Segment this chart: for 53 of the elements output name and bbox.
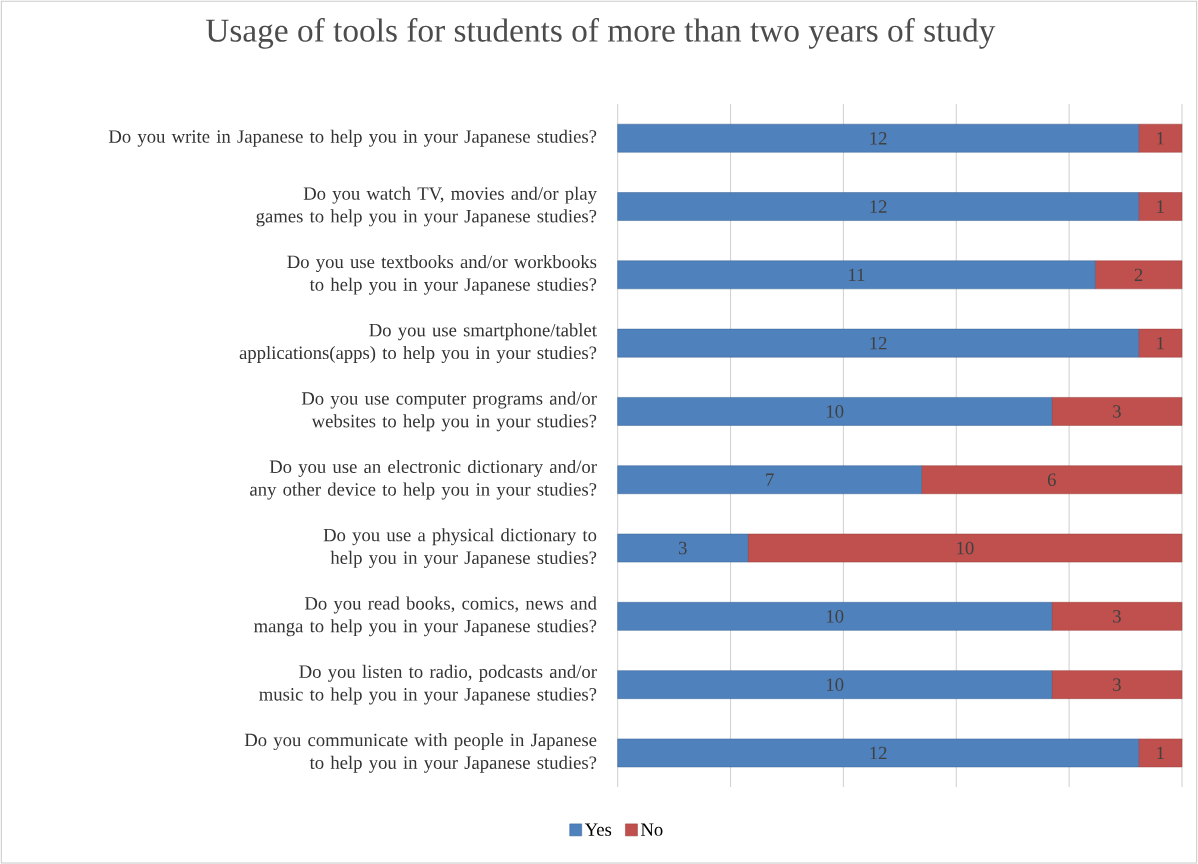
bar — [1138, 123, 1183, 153]
data-label: 12 — [870, 200, 887, 213]
data-label: 12 — [870, 336, 887, 350]
data-label: 3 — [1113, 609, 1121, 623]
data-label: 10 — [827, 678, 844, 691]
data-label: 12 — [870, 746, 887, 759]
data-label: 6 — [1047, 473, 1056, 486]
data-label: 1 — [1157, 746, 1164, 759]
y-tick-label: Do you communicate with people in Japanese to help you in your Japanese studies? — [244, 732, 597, 773]
legend-label: No — [640, 823, 663, 836]
y-tick-label: Do you use a physical dictionary to help you in your Japanese studies? — [323, 527, 597, 568]
data-label: 7 — [766, 473, 774, 486]
data-label: 3 — [1113, 404, 1121, 418]
bar — [617, 328, 1139, 358]
bar — [617, 192, 1139, 221]
bar — [1094, 260, 1183, 289]
data-label: 10 — [827, 609, 844, 623]
data-label: 1 — [1157, 200, 1164, 213]
bar — [1138, 328, 1183, 358]
bar — [747, 533, 1183, 563]
data-label: 10 — [827, 404, 844, 418]
data-label: 2 — [1134, 268, 1143, 281]
data-label: 10 — [957, 541, 974, 555]
bar — [1138, 738, 1183, 767]
y-tick-label: Do you use computer programs and/or websites to help you in your studies? — [301, 391, 597, 432]
y-tick-label: Do you read books, comics, news and manga to help you in your Japanese studies? — [253, 596, 597, 636]
bar — [617, 670, 1053, 699]
y-tick-label: Do you use textbooks and/or workbooks to help you in your Japanese studies? — [287, 254, 597, 295]
bar — [1051, 670, 1183, 699]
y-tick-label: Do you write in Japanese to help you in your Japanese studies? — [108, 129, 597, 147]
bar — [617, 396, 1053, 426]
data-label: 3 — [1113, 678, 1121, 691]
chart-title: Usage of tools for students of more than two years of study — [205, 17, 996, 49]
bar — [1051, 601, 1183, 631]
bar — [617, 465, 922, 494]
data-label: 1 — [1157, 336, 1164, 350]
legend-label: Yes — [584, 823, 612, 836]
bar — [1138, 192, 1183, 221]
y-tick-label: Do you watch TV, movies and/or play games to help you in your Japanese studies? — [256, 186, 597, 227]
y-tick-label: Do you use smartphone/tablet applications(apps) to help you in your studies? — [239, 323, 597, 363]
bar — [617, 601, 1053, 631]
bar — [617, 260, 1096, 289]
data-label: 11 — [849, 268, 865, 281]
y-tick-label: Do you use an electronic dictionary and/or any other device to help you in your studies? — [250, 459, 597, 500]
bar — [1051, 396, 1183, 426]
bar — [921, 465, 1183, 494]
data-label: 3 — [679, 541, 687, 555]
data-label: 1 — [1157, 131, 1164, 145]
bar — [617, 123, 1139, 153]
bar — [617, 533, 749, 563]
bar — [617, 738, 1139, 767]
data-label: 12 — [870, 131, 887, 145]
y-tick-label: Do you listen to radio, podcasts and/or music to help you in your Japanese studies? — [259, 664, 597, 705]
